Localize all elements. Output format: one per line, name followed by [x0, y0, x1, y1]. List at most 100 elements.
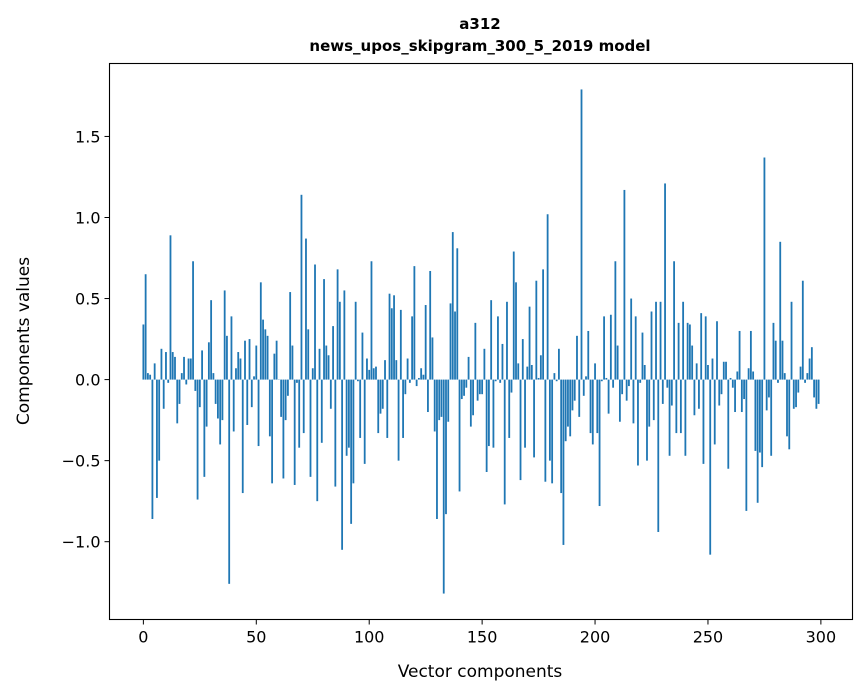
bar-176: [539, 355, 542, 380]
bar-252: [711, 358, 714, 380]
bar-155: [492, 379, 495, 448]
bar-117: [406, 358, 409, 380]
bar-293: [804, 379, 806, 383]
bar-238: [679, 379, 682, 434]
bar-201: [596, 379, 599, 434]
bar-279: [772, 322, 775, 380]
bar-281: [777, 379, 779, 383]
bar-264: [738, 330, 741, 380]
bar-289: [795, 379, 797, 408]
bar-260: [729, 377, 732, 380]
bar-172: [530, 365, 533, 380]
bar-290: [797, 379, 800, 393]
bar-256: [720, 379, 723, 395]
bar-31: [212, 373, 215, 380]
y-tick-label: 0.0: [75, 371, 100, 390]
bar-122: [417, 377, 420, 380]
x-tick-label: 0: [138, 628, 148, 647]
bar-181: [551, 379, 554, 484]
bar-148: [476, 379, 479, 401]
bar-116: [404, 379, 407, 395]
bar-276: [765, 379, 768, 411]
bar-251: [709, 379, 712, 555]
bar-96: [359, 379, 362, 438]
bar-77: [316, 379, 319, 502]
bar-123: [420, 368, 423, 380]
bar-149: [478, 379, 481, 395]
bar-208: [612, 379, 615, 388]
bar-105: [379, 379, 382, 414]
bar-32: [214, 379, 217, 404]
bar-204: [603, 316, 605, 380]
bar-110: [390, 308, 393, 380]
bar-205: [605, 377, 608, 380]
bar-25: [198, 379, 201, 408]
bar-227: [655, 301, 657, 380]
x-tick-label: 250: [693, 628, 724, 647]
bar-100: [368, 369, 371, 380]
x-tick-label: 100: [354, 628, 385, 647]
bar-34: [219, 379, 222, 445]
bar-169: [524, 379, 526, 448]
bar-134: [445, 379, 447, 515]
bar-85: [334, 379, 337, 487]
bar-62: [282, 379, 285, 479]
bar-242: [688, 324, 691, 380]
bar-8: [160, 348, 163, 380]
bar-214: [625, 379, 628, 401]
bar-29: [207, 342, 210, 380]
bar-90: [345, 379, 348, 456]
bar-106: [381, 379, 384, 409]
bar-195: [582, 379, 585, 396]
bar-299: [817, 379, 820, 404]
bar-224: [648, 379, 651, 427]
bar-179: [546, 214, 549, 380]
bar-282: [779, 241, 782, 380]
x-tick-label: 200: [580, 628, 611, 647]
bar-23: [194, 379, 197, 391]
bar-91: [347, 379, 350, 448]
bar-196: [585, 376, 587, 380]
bar-257: [722, 361, 725, 380]
bar-130: [436, 379, 438, 519]
bar-150: [481, 379, 484, 395]
bar-246: [698, 379, 700, 409]
bar-41: [235, 368, 237, 380]
bar-21: [189, 358, 192, 380]
bar-296: [810, 347, 813, 380]
bar-156: [494, 379, 497, 382]
bar-72: [305, 238, 307, 380]
bar-286: [788, 379, 791, 450]
bar-200: [594, 363, 596, 380]
bar-267: [745, 379, 748, 511]
bar-84: [332, 326, 334, 380]
x-tick-label: 50: [246, 628, 266, 647]
bar-187: [564, 379, 567, 442]
bar-68: [296, 379, 298, 383]
bar-2: [146, 373, 149, 380]
bar-166: [517, 363, 520, 380]
bar-74: [309, 379, 312, 477]
bar-81: [325, 345, 328, 380]
bar-28: [205, 379, 208, 427]
plot-frame: [108, 62, 854, 621]
bar-165: [515, 282, 517, 380]
bar-167: [519, 379, 522, 481]
bar-147: [474, 322, 477, 380]
bar-48: [250, 379, 253, 408]
bar-139: [456, 248, 459, 380]
bar-182: [553, 373, 556, 380]
bar-219: [637, 379, 639, 466]
bar-82: [327, 355, 330, 380]
bar-174: [535, 280, 538, 380]
bar-164: [512, 251, 515, 380]
bar-112: [395, 360, 398, 380]
bar-188: [567, 379, 569, 427]
bar-88: [341, 379, 344, 550]
x-axis-label: Vector components: [398, 662, 563, 682]
bar-73: [307, 329, 310, 380]
bar-114: [399, 309, 402, 380]
bar-136: [449, 303, 452, 380]
x-axis-ticks: 0 50 100 150 200 250 300: [138, 619, 836, 647]
